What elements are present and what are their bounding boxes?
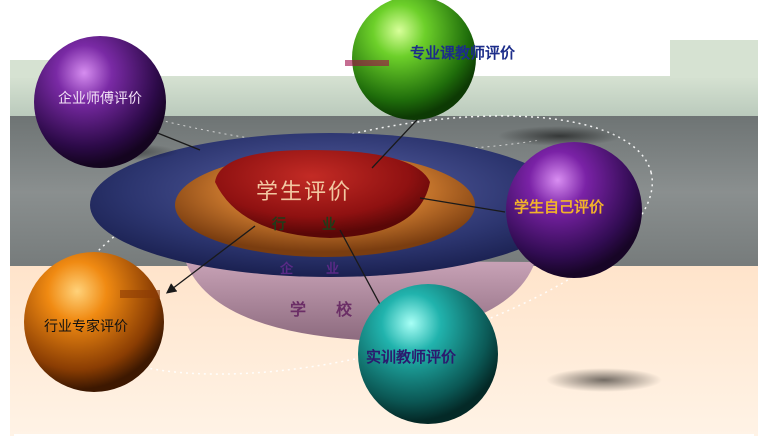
sphere-training-teacher xyxy=(358,284,498,424)
layer-char-1: 行 xyxy=(272,217,286,233)
sphere-industry-expert xyxy=(24,252,164,392)
layer-char-3: 企 xyxy=(280,262,294,277)
layer-char-6: 校 xyxy=(336,300,353,319)
label-enterprise-mentor: 企业师傅评价 xyxy=(58,91,142,107)
sphere-enterprise-mentor xyxy=(34,36,166,168)
sphere-student-self xyxy=(506,142,642,278)
arrow-to-enterprise-mentor xyxy=(147,128,201,151)
sphere-professional-teacher xyxy=(352,0,476,120)
center-title: 学生评价 xyxy=(256,180,353,205)
layer-char-2: 业 xyxy=(322,217,336,233)
bottom-strip xyxy=(14,434,754,448)
shadow-2 xyxy=(546,368,662,392)
label-training-teacher: 实训教师评价 xyxy=(366,348,457,366)
arrow-to-training-teacher xyxy=(339,229,384,311)
top-right-block xyxy=(670,40,758,78)
layer-char-4: 业 xyxy=(326,262,340,277)
arrow-to-student-self xyxy=(419,197,506,213)
label-professional-teacher: 专业课教师评价 xyxy=(410,44,516,62)
label-industry-expert: 行业专家评价 xyxy=(44,319,128,335)
artifact-1 xyxy=(345,60,389,66)
layer-char-5: 学 xyxy=(290,300,307,319)
arrow-to-industry-expert xyxy=(165,225,256,294)
bowl-inner-core xyxy=(215,150,430,238)
shadow-1 xyxy=(498,126,622,146)
artifact-2 xyxy=(120,290,160,298)
label-student-self: 学生自己评价 xyxy=(514,198,605,216)
